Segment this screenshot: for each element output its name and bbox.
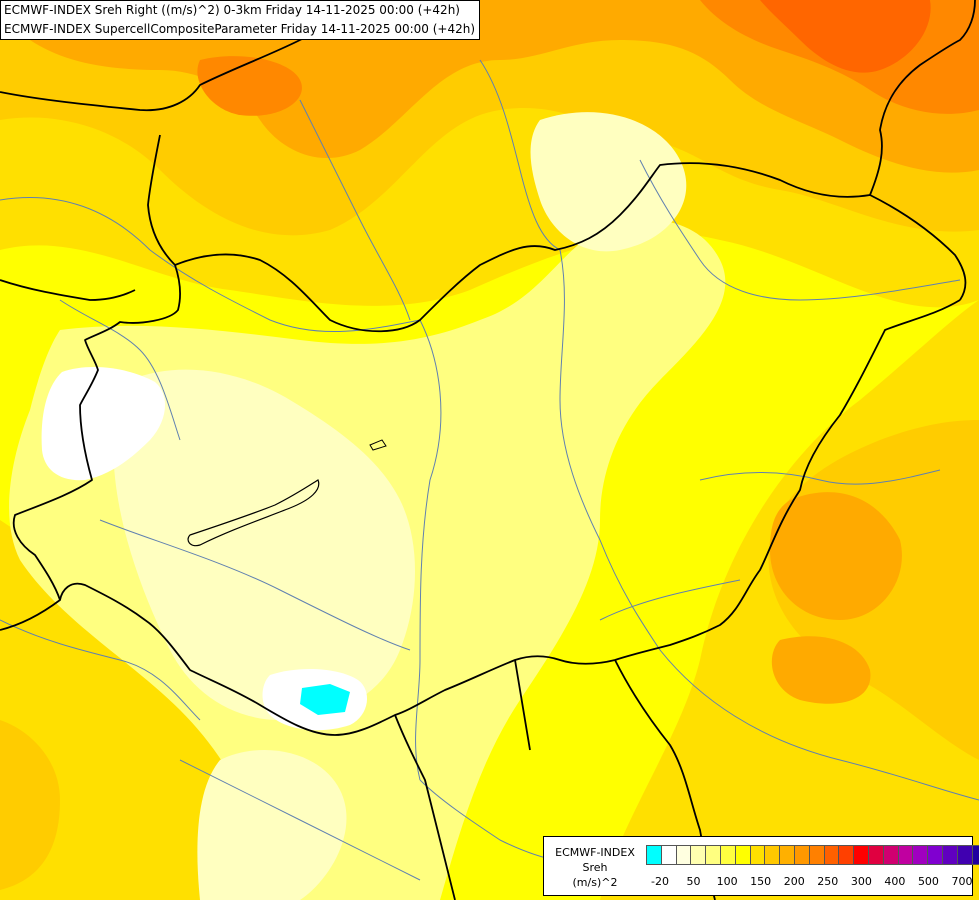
field-orange-southeast	[771, 636, 871, 704]
legend-tick-label: 300	[850, 875, 872, 888]
legend-unit-label: (m/s)^2	[572, 876, 618, 889]
legend-tick-labels: -20 50 100 150 200 250 300 400 500 700	[646, 875, 973, 891]
legend-swatch	[719, 845, 736, 865]
legend-source-label: ECMWF-INDEX	[555, 846, 635, 859]
legend-swatch	[793, 845, 810, 865]
field-amber-southwest	[0, 720, 60, 890]
lake-balaton	[187, 479, 320, 547]
legend-tick-label: 250	[817, 875, 839, 888]
legend-swatch	[705, 845, 721, 865]
lake-small	[369, 439, 387, 451]
legend-variable-label: Sreh	[582, 861, 608, 874]
legend-tick-label: 200	[783, 875, 805, 888]
legend-swatch	[838, 845, 855, 865]
legend-swatch	[853, 845, 869, 865]
legend-color-scale	[646, 845, 979, 865]
field-orange-east	[770, 492, 902, 620]
legend-tick-label: 100	[716, 875, 738, 888]
legend-tick-label: 150	[750, 875, 772, 888]
legend-swatch	[808, 845, 825, 865]
legend-tick-label: 500	[917, 875, 939, 888]
legend-swatch	[749, 845, 766, 865]
field-pale-interior	[113, 369, 415, 720]
legend-swatch	[897, 845, 914, 865]
legend-swatch	[912, 845, 929, 865]
legend-tick-label: -20	[651, 875, 669, 888]
field-orange-north	[30, 0, 979, 173]
legend-swatch	[779, 845, 795, 865]
legend-tick-label: 50	[686, 875, 701, 888]
field-red-orange-core	[760, 0, 931, 73]
legend-swatch	[690, 845, 707, 865]
legend: ECMWF-INDEX Sreh (m/s)^2 -20 50 100 150 200 2…	[543, 836, 979, 896]
legend-tick-label: 400	[884, 875, 906, 888]
legend-swatch	[660, 845, 677, 865]
field-cyan-minimum	[300, 684, 350, 715]
field-pale-north	[530, 112, 687, 252]
title-sreh: ECMWF-INDEX Sreh Right ((m/s)^2) 0-3km F…	[4, 3, 460, 17]
legend-swatch	[823, 845, 840, 865]
legend-swatch	[867, 845, 884, 865]
title-scp: ECMWF-INDEX SupercellCompositeParameter …	[4, 22, 476, 36]
legend-swatch	[941, 845, 958, 865]
title-box: ECMWF-INDEX Sreh Right ((m/s)^2) 0-3km F…	[0, 0, 481, 40]
legend-swatch	[646, 845, 662, 865]
legend-swatch	[734, 845, 751, 865]
legend-swatch	[927, 845, 943, 865]
legend-tick-label: 700	[951, 875, 973, 888]
legend-swatch	[882, 845, 899, 865]
field-deep-orange-nw	[197, 56, 302, 116]
field-white-zone	[41, 367, 166, 481]
legend-swatch	[675, 845, 692, 865]
legend-swatch	[971, 845, 979, 865]
legend-swatch	[956, 845, 973, 865]
legend-swatch	[764, 845, 781, 865]
field-gold-west	[0, 520, 260, 900]
